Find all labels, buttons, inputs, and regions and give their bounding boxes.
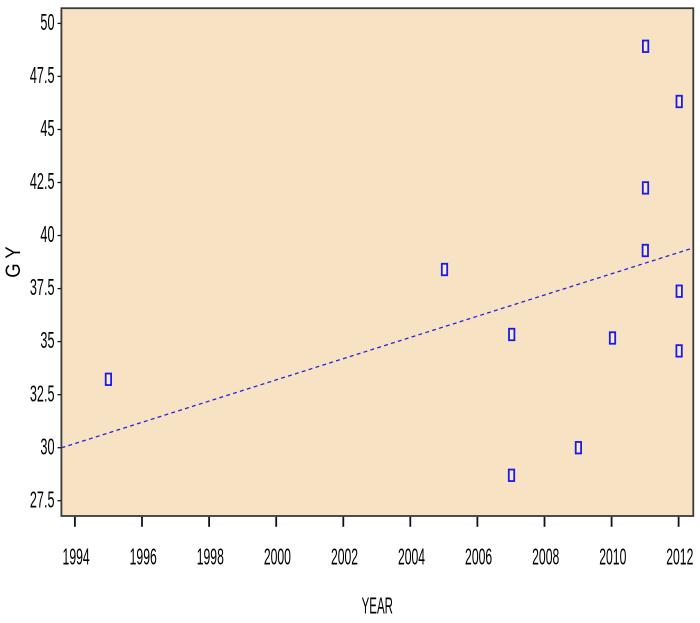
svg-text:2010: 2010 — [599, 543, 626, 569]
svg-text:2012: 2012 — [666, 543, 693, 569]
svg-text:2008: 2008 — [532, 543, 559, 569]
svg-text:2006: 2006 — [465, 543, 492, 569]
svg-text:50: 50 — [40, 9, 54, 35]
svg-text:YEAR: YEAR — [362, 593, 393, 618]
svg-text:1996: 1996 — [130, 543, 157, 569]
svg-text:32.5: 32.5 — [30, 380, 55, 406]
svg-text:2002: 2002 — [331, 543, 358, 569]
svg-text:47.5: 47.5 — [30, 62, 55, 88]
svg-text:2004: 2004 — [398, 543, 425, 569]
svg-text:42.5: 42.5 — [30, 168, 55, 194]
svg-text:45: 45 — [40, 115, 54, 141]
svg-text:35: 35 — [40, 327, 54, 353]
svg-text:G Y: G Y — [2, 246, 25, 277]
svg-text:2000: 2000 — [264, 543, 291, 569]
svg-text:1994: 1994 — [63, 543, 90, 569]
svg-text:27.5: 27.5 — [30, 486, 55, 512]
svg-text:30: 30 — [40, 433, 54, 459]
svg-text:40: 40 — [40, 221, 54, 247]
svg-text:1998: 1998 — [197, 543, 224, 569]
svg-text:37.5: 37.5 — [30, 274, 55, 300]
